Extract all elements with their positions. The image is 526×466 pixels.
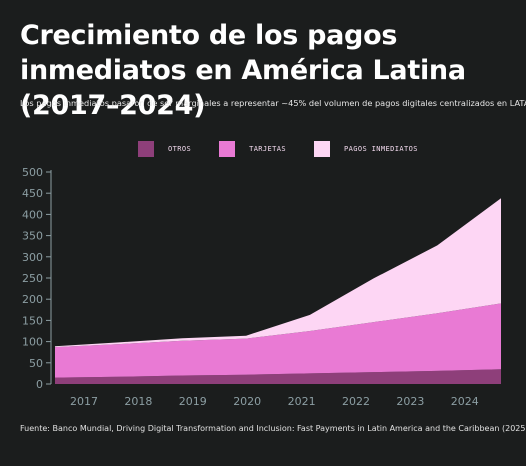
y-tick-label: 0 xyxy=(36,378,43,391)
x-tick-label: 2023 xyxy=(396,395,424,408)
chart-subtitle: Los pagos inmediatos pasaron de ser marg… xyxy=(20,98,526,108)
x-tick-label: 2022 xyxy=(342,395,370,408)
x-tick-label: 2024 xyxy=(451,395,479,408)
area-pagos-inmediatos xyxy=(55,198,501,348)
legend-label-tarjetas: TARJETAS xyxy=(249,145,286,153)
area-otros xyxy=(55,369,501,384)
x-axis: 2017 2018 2019 2020 2021 2022 2023 2024 xyxy=(70,395,479,408)
x-tick-label: 2017 xyxy=(70,395,98,408)
y-tick-label: 200 xyxy=(22,293,43,306)
legend-label-otros: OTROS xyxy=(168,145,192,153)
y-tick-label: 50 xyxy=(29,357,43,370)
x-tick-label: 2019 xyxy=(179,395,207,408)
y-axis: 0 50 100 150 200 250 300 350 400 450 500 xyxy=(22,166,52,391)
y-tick-label: 450 xyxy=(22,187,43,200)
y-tick-label: 250 xyxy=(22,272,43,285)
y-tick-label: 100 xyxy=(22,336,43,349)
chart-legend: OTROS TARJETAS PAGOS INMEDIATOS xyxy=(138,139,446,159)
legend-item-pagos-inmediatos: PAGOS INMEDIATOS xyxy=(314,141,418,157)
x-tick-label: 2018 xyxy=(124,395,152,408)
area-tarjetas xyxy=(55,303,501,378)
x-tick-label: 2020 xyxy=(233,395,261,408)
legend-swatch-pagos-inmediatos xyxy=(314,141,330,157)
y-tick-label: 500 xyxy=(22,166,43,179)
area-layers xyxy=(55,198,501,384)
y-tick-label: 150 xyxy=(22,314,43,327)
legend-swatch-otros xyxy=(138,141,154,157)
chart-title: Crecimiento de los pagos inmediatos en A… xyxy=(20,20,466,121)
y-tick-label: 300 xyxy=(22,251,43,264)
legend-item-otros: OTROS xyxy=(138,141,191,157)
y-tick-label: 350 xyxy=(22,230,43,243)
y-tick-label: 400 xyxy=(22,208,43,221)
x-tick-label: 2021 xyxy=(288,395,316,408)
legend-swatch-tarjetas xyxy=(219,141,236,157)
legend-label-pagos-inmediatos: PAGOS INMEDIATOS xyxy=(344,145,418,153)
chart-source: Fuente: Banco Mundial, Driving Digital T… xyxy=(20,424,526,433)
legend-item-tarjetas: TARJETAS xyxy=(219,141,286,157)
